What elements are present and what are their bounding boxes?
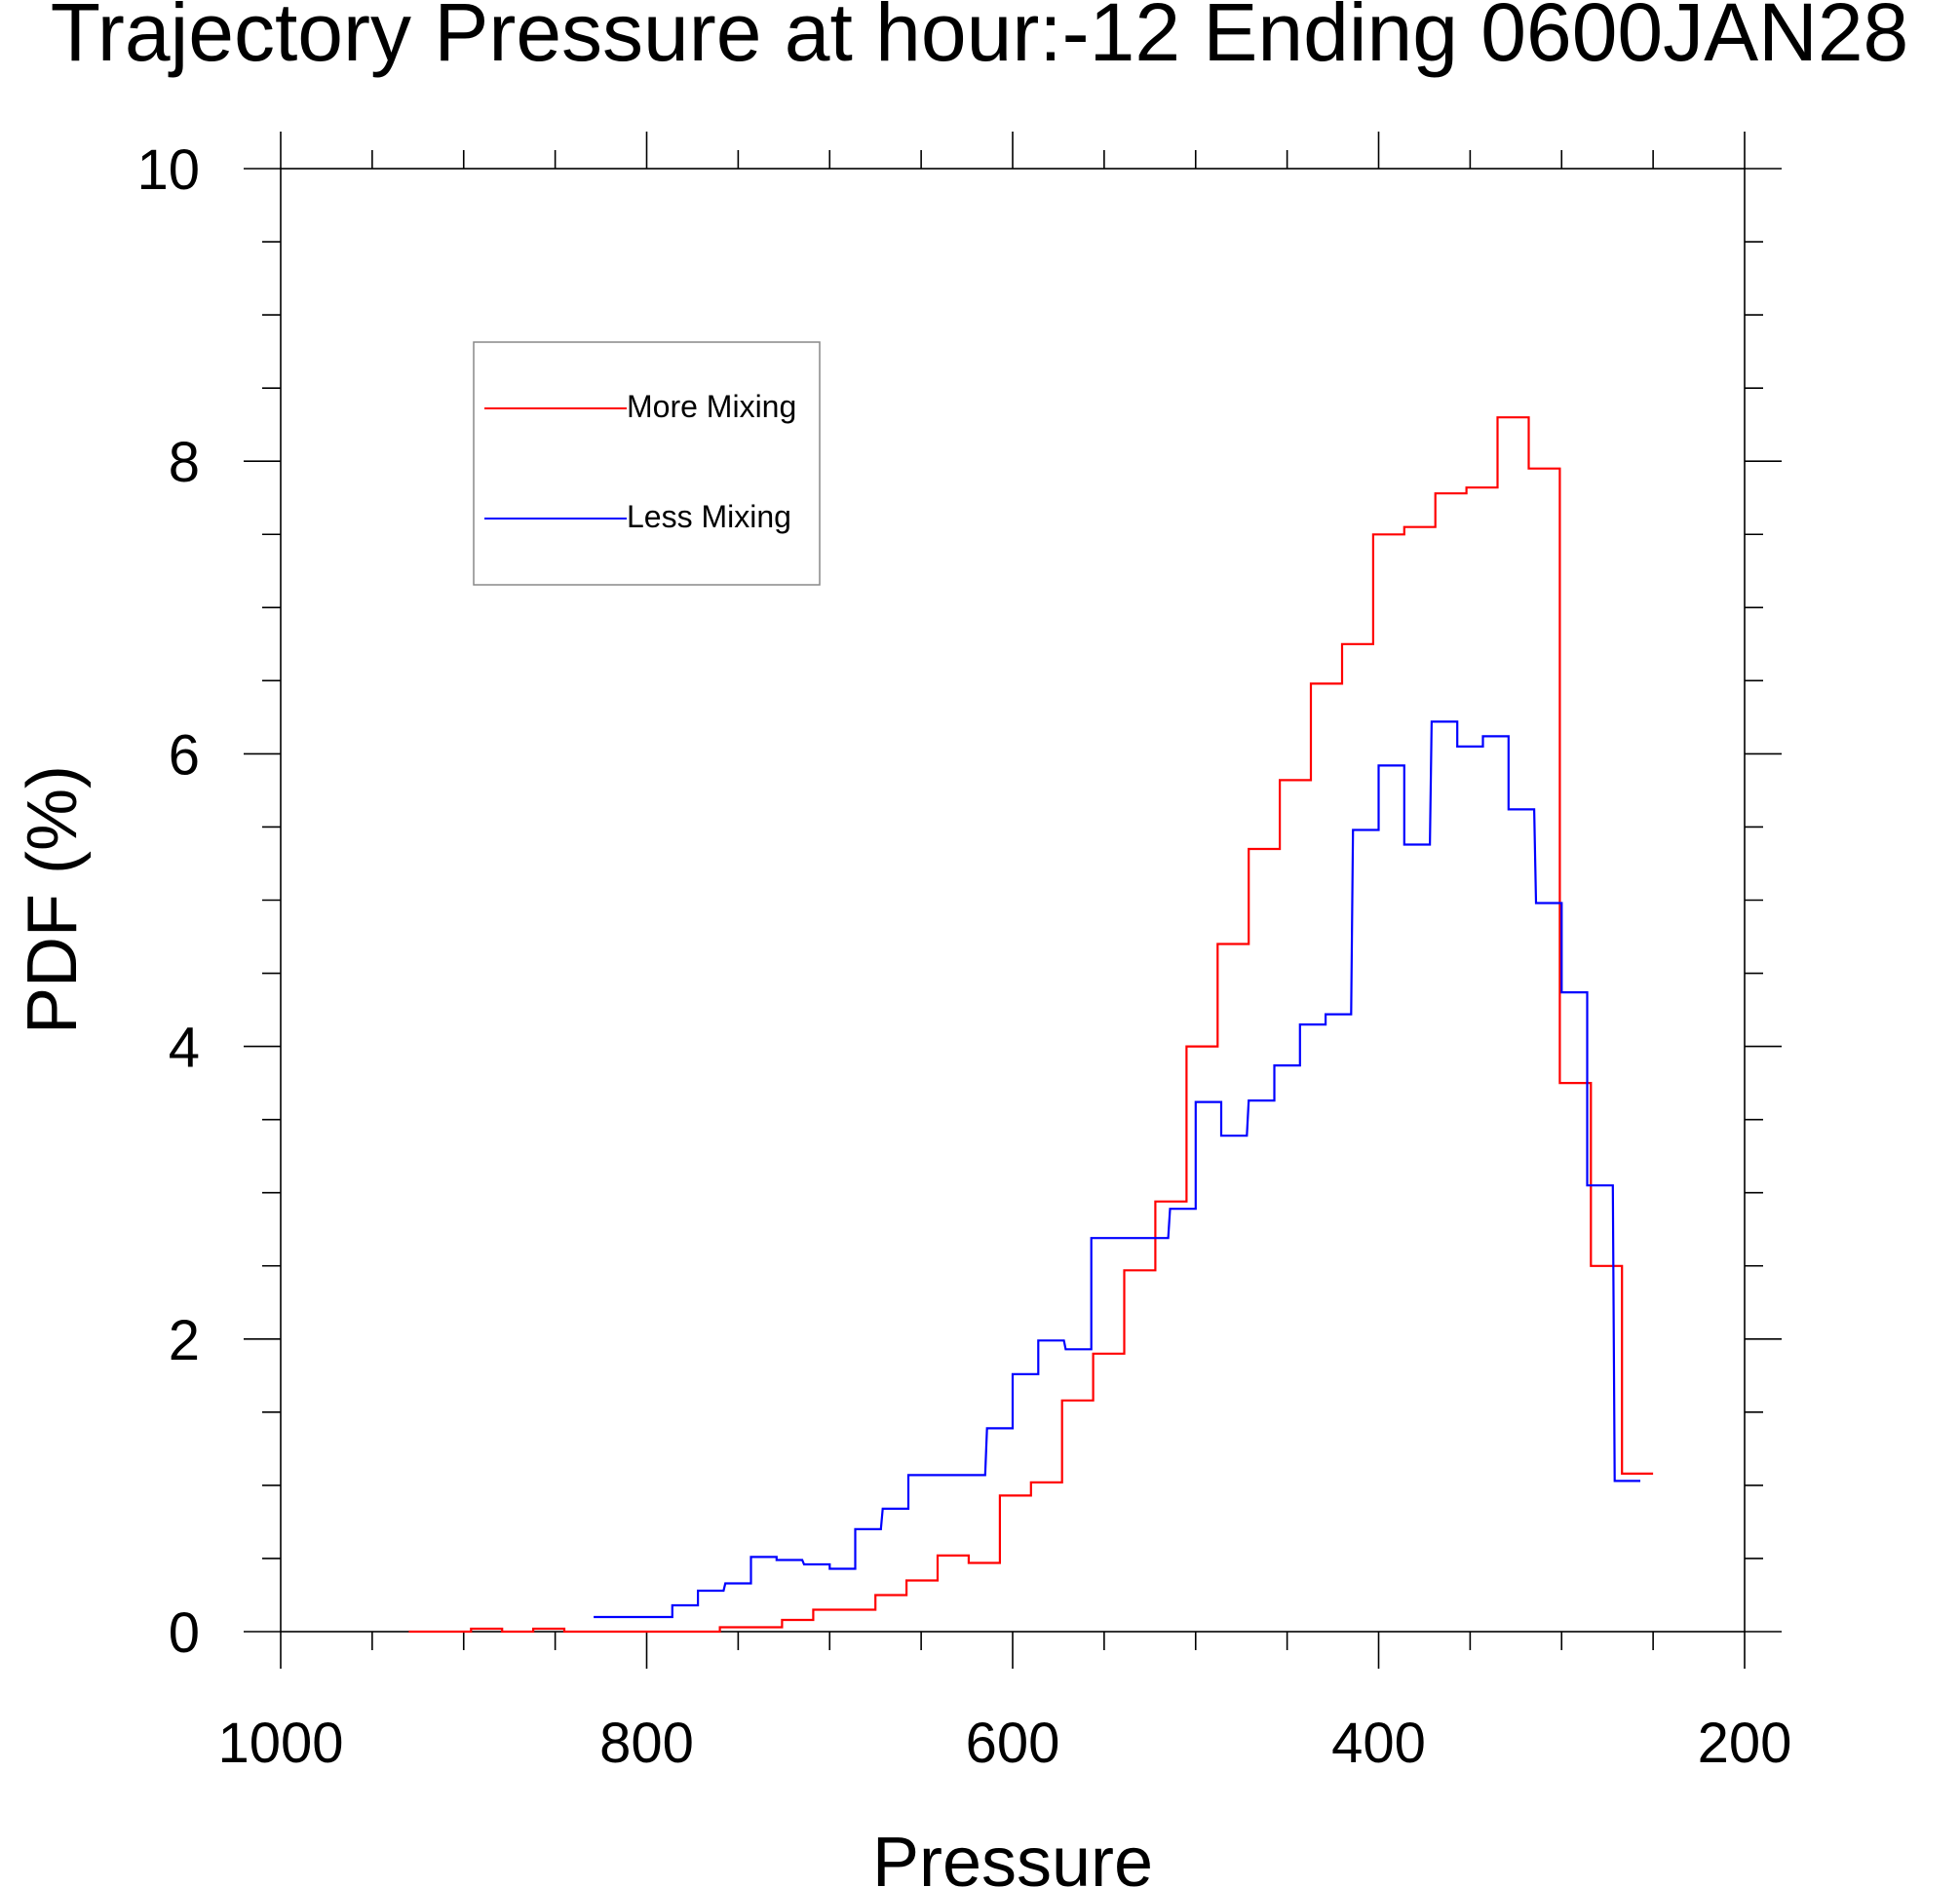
y-tick-label: 10 bbox=[136, 138, 200, 202]
x-tick-label: 800 bbox=[599, 1712, 694, 1775]
y-tick-label: 2 bbox=[169, 1309, 200, 1372]
legend: More Mixing Less Mixing bbox=[473, 341, 821, 586]
legend-label-less-mixing: Less Mixing bbox=[627, 499, 791, 534]
y-tick-label: 0 bbox=[169, 1601, 200, 1665]
x-tick-label: 200 bbox=[1698, 1712, 1792, 1775]
series-layer bbox=[408, 416, 1654, 1634]
legend-label-more-mixing: More Mixing bbox=[627, 389, 796, 424]
y-tick-label: 6 bbox=[169, 723, 200, 787]
y-tick-label: 4 bbox=[169, 1017, 200, 1080]
y-tick-label: 8 bbox=[169, 431, 200, 494]
series-line-less-mixing bbox=[594, 720, 1640, 1619]
legend-box bbox=[473, 341, 821, 586]
x-tick-label: 1000 bbox=[217, 1712, 343, 1775]
chart-title: Trajectory Pressure at hour:-12 Ending 0… bbox=[51, 0, 1909, 78]
series-line-more-mixing bbox=[408, 416, 1654, 1634]
axes: 1000 800 600 400 200 0 2 4 6 8 10 bbox=[136, 132, 1791, 1775]
x-tick-label: 600 bbox=[966, 1712, 1060, 1775]
x-tick-label: 400 bbox=[1331, 1712, 1426, 1775]
x-axis-label: Pressure bbox=[872, 1824, 1153, 1887]
y-axis-label: PDF (%) bbox=[14, 765, 92, 1034]
